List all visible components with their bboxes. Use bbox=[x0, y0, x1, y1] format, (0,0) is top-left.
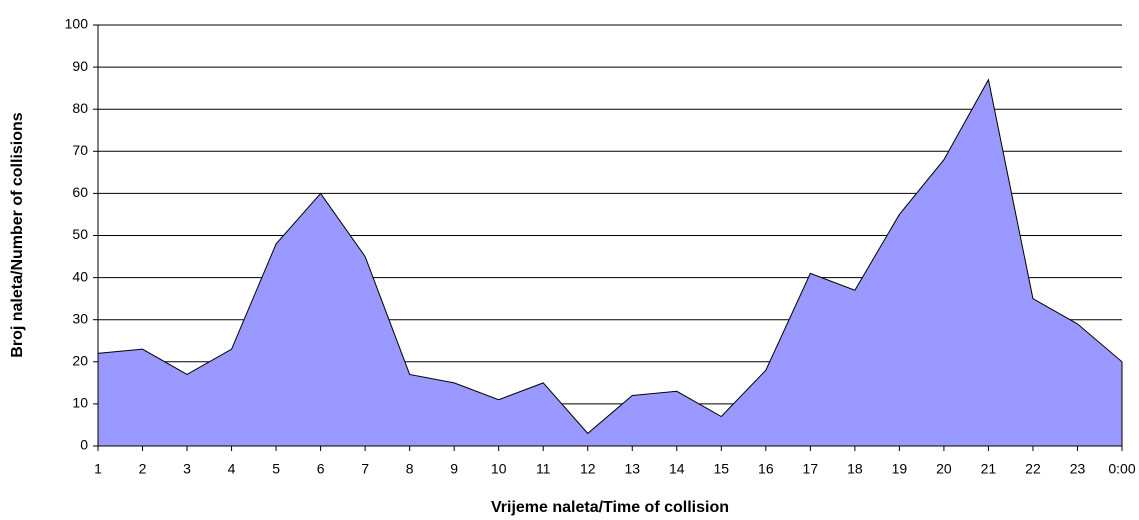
x-axis-label: Vrijeme naleta/Time of collision bbox=[491, 499, 729, 516]
y-tick-label: 90 bbox=[72, 58, 88, 74]
x-tick-label: 0:00 bbox=[1108, 461, 1135, 477]
x-tick-label: 2 bbox=[139, 461, 147, 477]
y-axis-label: Broj naleta/Number of collisions bbox=[9, 112, 26, 357]
y-tick-label: 0 bbox=[80, 437, 88, 453]
x-tick-label: 11 bbox=[536, 461, 551, 477]
x-tick-label: 15 bbox=[714, 461, 730, 477]
x-tick-label: 22 bbox=[1025, 461, 1041, 477]
x-tick-label: 7 bbox=[361, 461, 369, 477]
y-tick-label: 10 bbox=[72, 395, 88, 411]
x-tick-label: 12 bbox=[580, 461, 596, 477]
x-tick-label: 13 bbox=[624, 461, 640, 477]
y-tick-label: 50 bbox=[72, 226, 88, 242]
y-tick-label: 20 bbox=[72, 353, 88, 369]
y-tick-label: 40 bbox=[72, 268, 88, 284]
area bbox=[97, 78, 1123, 447]
x-tick-label: 3 bbox=[183, 461, 191, 477]
x-tick-label: 20 bbox=[936, 461, 952, 477]
x-tick-label: 18 bbox=[847, 461, 863, 477]
x-tick-label: 17 bbox=[803, 461, 819, 477]
y-tick-label: 100 bbox=[65, 16, 89, 32]
x-tick-label: 14 bbox=[669, 461, 685, 477]
x-tick-label: 23 bbox=[1070, 461, 1086, 477]
x-tick-label: 9 bbox=[450, 461, 458, 477]
x-tick-label: 10 bbox=[491, 461, 507, 477]
x-tick-label: 16 bbox=[758, 461, 774, 477]
x-tick-label: 19 bbox=[892, 461, 908, 477]
x-tick-label: 1 bbox=[94, 461, 102, 477]
y-tick-label: 80 bbox=[72, 100, 88, 116]
y-tick-label: 70 bbox=[72, 142, 88, 158]
y-tick-label: 30 bbox=[72, 310, 88, 326]
x-tick-label: 5 bbox=[272, 461, 280, 477]
x-tick-label: 4 bbox=[228, 461, 236, 477]
x-tick-label: 8 bbox=[406, 461, 414, 477]
y-tick-label: 60 bbox=[72, 184, 88, 200]
x-tick-label: 21 bbox=[981, 461, 997, 477]
x-tick-label: 6 bbox=[317, 461, 325, 477]
